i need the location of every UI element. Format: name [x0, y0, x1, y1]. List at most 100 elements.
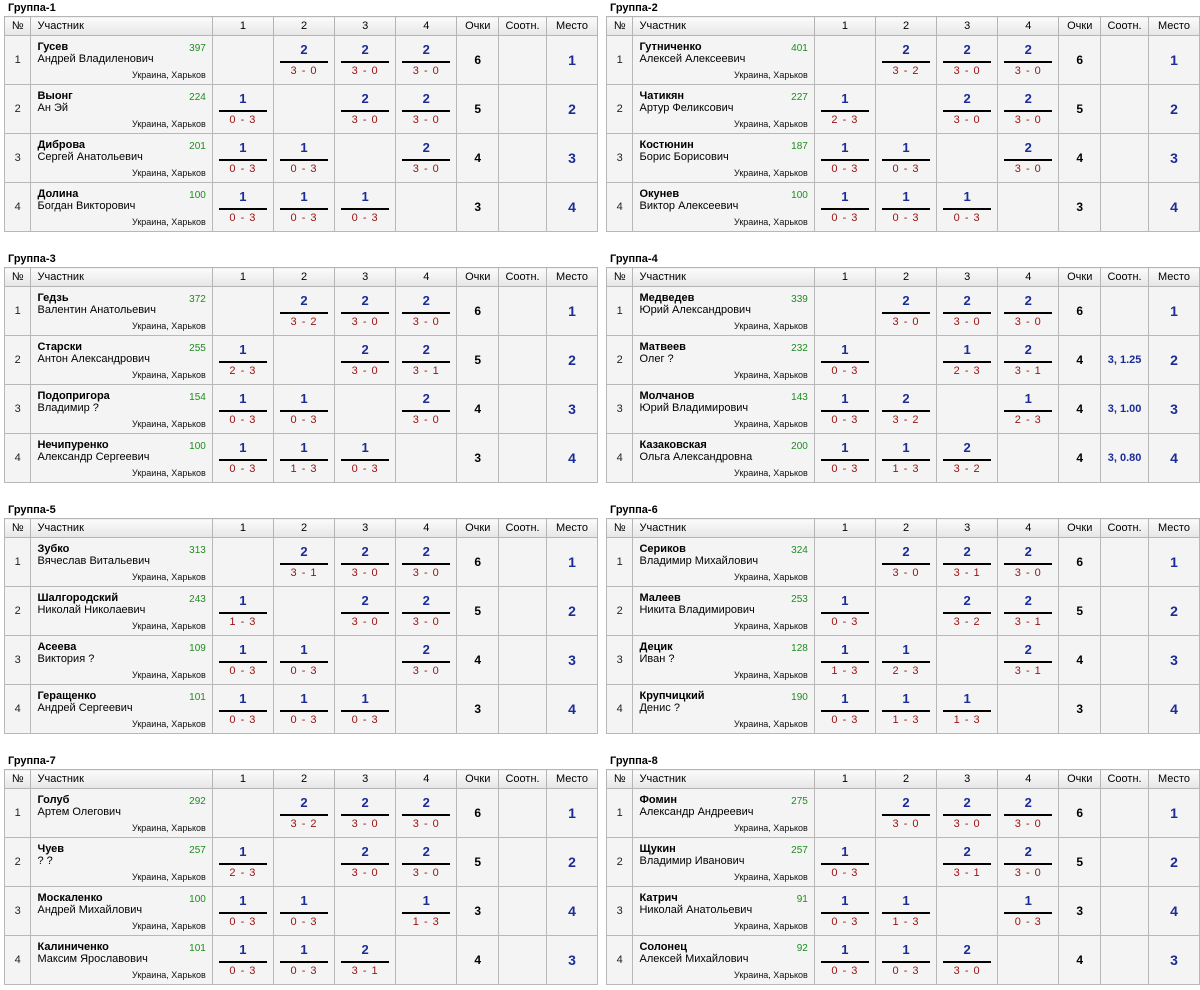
- match-cell[interactable]: 2 3 - 1: [272, 537, 336, 587]
- col-header-no[interactable]: №: [3, 267, 32, 287]
- col-header-1[interactable]: 1: [211, 769, 274, 789]
- match-cell[interactable]: 1 0 - 3: [272, 684, 336, 734]
- match-cell[interactable]: 1 0 - 3: [813, 133, 876, 183]
- match-cell[interactable]: 2 3 - 0: [997, 286, 1060, 336]
- col-header-relation[interactable]: Соотн.: [498, 267, 547, 287]
- col-header-no[interactable]: №: [605, 518, 634, 538]
- participant-surname[interactable]: Катрич: [639, 892, 678, 904]
- match-cell[interactable]: 2 3 - 0: [997, 837, 1060, 887]
- match-cell[interactable]: 2 3 - 0: [395, 84, 458, 134]
- participant-surname[interactable]: Гедзь: [37, 292, 69, 304]
- participant-cell[interactable]: Гутниченко Алексей Алексеевич 401 Украина, …: [632, 35, 815, 85]
- match-cell[interactable]: 1 0 - 3: [211, 433, 274, 483]
- participant-cell[interactable]: Молчанов Юрий Владимирович 143 Украина, Хар…: [632, 384, 815, 434]
- col-header-4[interactable]: 4: [997, 16, 1060, 36]
- match-cell[interactable]: 1 0 - 3: [211, 635, 274, 685]
- match-cell[interactable]: 1 2 - 3: [936, 335, 999, 385]
- match-cell[interactable]: 1 0 - 3: [272, 935, 336, 985]
- col-header-3[interactable]: 3: [936, 16, 999, 36]
- col-header-points[interactable]: Очки: [1058, 267, 1102, 287]
- col-header-points[interactable]: Очки: [1058, 518, 1102, 538]
- match-cell[interactable]: 1 1 - 3: [874, 886, 938, 936]
- participant-cell[interactable]: Выонг Ан Эй 224 Украина, Харьков: [30, 84, 213, 134]
- participant-surname[interactable]: Диброва: [37, 139, 86, 151]
- col-header-relation[interactable]: Соотн.: [498, 16, 547, 36]
- col-header-relation[interactable]: Соотн.: [1100, 769, 1149, 789]
- match-cell[interactable]: 2 3 - 0: [334, 286, 397, 336]
- match-cell[interactable]: 1 1 - 3: [211, 586, 274, 636]
- match-cell[interactable]: 2 3 - 0: [874, 537, 938, 587]
- match-cell[interactable]: 1 0 - 3: [813, 384, 876, 434]
- participant-cell[interactable]: Гедзь Валентин Анатольевич 372 Украина, Хар…: [30, 286, 213, 336]
- match-cell[interactable]: 2 3 - 0: [874, 286, 938, 336]
- match-cell[interactable]: 2 3 - 0: [936, 286, 999, 336]
- participant-surname[interactable]: Щукин: [639, 843, 676, 855]
- participant-surname[interactable]: Сериков: [639, 543, 686, 555]
- match-cell[interactable]: 2 3 - 0: [395, 384, 458, 434]
- col-header-4[interactable]: 4: [997, 518, 1060, 538]
- match-cell[interactable]: 1 0 - 3: [211, 182, 274, 232]
- col-header-points[interactable]: Очки: [1058, 769, 1102, 789]
- participant-surname[interactable]: Окунев: [639, 188, 680, 200]
- match-cell[interactable]: 1 0 - 3: [813, 935, 876, 985]
- match-cell[interactable]: 2 3 - 0: [334, 537, 397, 587]
- match-cell[interactable]: 1 0 - 3: [272, 182, 336, 232]
- col-header-4[interactable]: 4: [997, 267, 1060, 287]
- col-header-place[interactable]: Место: [545, 16, 599, 36]
- participant-surname[interactable]: Гутниченко: [639, 41, 702, 53]
- participant-surname[interactable]: Голуб: [37, 794, 70, 806]
- col-header-no[interactable]: №: [3, 769, 32, 789]
- participant-cell[interactable]: Москаленко Андрей Михайлович 100 Украина, Х…: [30, 886, 213, 936]
- col-header-4[interactable]: 4: [395, 769, 458, 789]
- match-cell[interactable]: 1 0 - 3: [334, 684, 397, 734]
- participant-cell[interactable]: Солонец Алексей Михайлович 92 Украина, Харь…: [632, 935, 815, 985]
- match-cell[interactable]: 2 3 - 2: [874, 384, 938, 434]
- match-cell[interactable]: 1 0 - 3: [813, 586, 876, 636]
- match-cell[interactable]: 2 3 - 0: [997, 537, 1060, 587]
- participant-cell[interactable]: Геращенко Андрей Сергеевич 101 Украина, Хар…: [30, 684, 213, 734]
- match-cell[interactable]: 1 0 - 3: [874, 935, 938, 985]
- match-cell[interactable]: 2 3 - 0: [334, 35, 397, 85]
- col-header-points[interactable]: Очки: [456, 769, 500, 789]
- match-cell[interactable]: 2 3 - 0: [395, 537, 458, 587]
- match-cell[interactable]: 2 3 - 2: [936, 433, 999, 483]
- col-header-4[interactable]: 4: [395, 16, 458, 36]
- participant-cell[interactable]: Матвеев Олег ? 232 Украина, Харьков: [632, 335, 815, 385]
- match-cell[interactable]: 2 3 - 0: [395, 133, 458, 183]
- match-cell[interactable]: 2 3 - 1: [395, 335, 458, 385]
- participant-surname[interactable]: Зубко: [37, 543, 70, 555]
- col-header-2[interactable]: 2: [272, 769, 336, 789]
- participant-surname[interactable]: Калиниченко: [37, 941, 109, 953]
- match-cell[interactable]: 1 1 - 3: [936, 684, 999, 734]
- match-cell[interactable]: 2 3 - 0: [936, 84, 999, 134]
- col-header-3[interactable]: 3: [936, 518, 999, 538]
- match-cell[interactable]: 2 3 - 0: [395, 788, 458, 838]
- match-cell[interactable]: 1 0 - 3: [334, 433, 397, 483]
- participant-cell[interactable]: Шалгородский Николай Николаевич 243 Украина…: [30, 586, 213, 636]
- participant-cell[interactable]: Катрич Николай Анатольевич 91 Украина, Харь…: [632, 886, 815, 936]
- match-cell[interactable]: 1 0 - 3: [874, 133, 938, 183]
- match-cell[interactable]: 2 3 - 0: [395, 837, 458, 887]
- match-cell[interactable]: 2 3 - 0: [395, 286, 458, 336]
- col-header-relation[interactable]: Соотн.: [1100, 267, 1149, 287]
- match-cell[interactable]: 1 1 - 3: [813, 635, 876, 685]
- match-cell[interactable]: 2 3 - 0: [997, 84, 1060, 134]
- participant-surname[interactable]: Костюнин: [639, 139, 694, 151]
- match-cell[interactable]: 2 3 - 1: [997, 335, 1060, 385]
- match-cell[interactable]: 1 0 - 3: [813, 684, 876, 734]
- match-cell[interactable]: 1 0 - 3: [813, 433, 876, 483]
- participant-surname[interactable]: Крупчицкий: [639, 690, 705, 702]
- match-cell[interactable]: 2 3 - 2: [936, 586, 999, 636]
- col-header-3[interactable]: 3: [334, 518, 397, 538]
- col-header-place[interactable]: Место: [1147, 518, 1200, 538]
- participant-cell[interactable]: Чатикян Артур Феликсович 227 Украина, Харьк…: [632, 84, 815, 134]
- match-cell[interactable]: 2 3 - 0: [395, 635, 458, 685]
- match-cell[interactable]: 1 2 - 3: [997, 384, 1060, 434]
- participant-cell[interactable]: Диброва Сергей Анатольевич 201 Украина, Хар…: [30, 133, 213, 183]
- participant-cell[interactable]: Медведев Юрий Александрович 339 Украина, Ха…: [632, 286, 815, 336]
- participant-cell[interactable]: Нечипуренко Александр Сергеевич 100 Украина…: [30, 433, 213, 483]
- match-cell[interactable]: 2 3 - 0: [272, 35, 336, 85]
- participant-surname[interactable]: Москаленко: [37, 892, 103, 904]
- col-header-1[interactable]: 1: [813, 769, 876, 789]
- participant-cell[interactable]: Асеева Виктория ? 109 Украина, Харьков: [30, 635, 213, 685]
